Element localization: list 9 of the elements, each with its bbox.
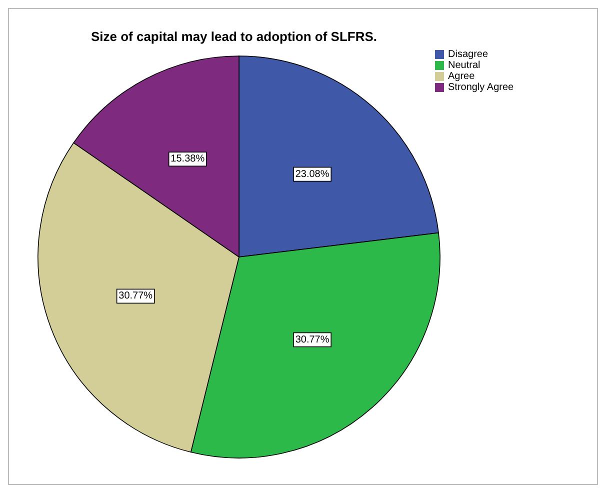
- legend-label: Strongly Agree: [448, 82, 514, 93]
- legend-label: Disagree: [448, 49, 488, 60]
- legend-label: Agree: [448, 71, 475, 82]
- data-label: 15.38%: [170, 154, 205, 165]
- chart-title: Size of capital may lead to adoption of SLFRS.: [90, 29, 378, 44]
- legend-label: Neutral: [448, 60, 480, 71]
- data-label: 23.08%: [295, 168, 330, 180]
- data-label: 30.77%: [295, 334, 330, 346]
- data-label: 30.77%: [118, 290, 153, 302]
